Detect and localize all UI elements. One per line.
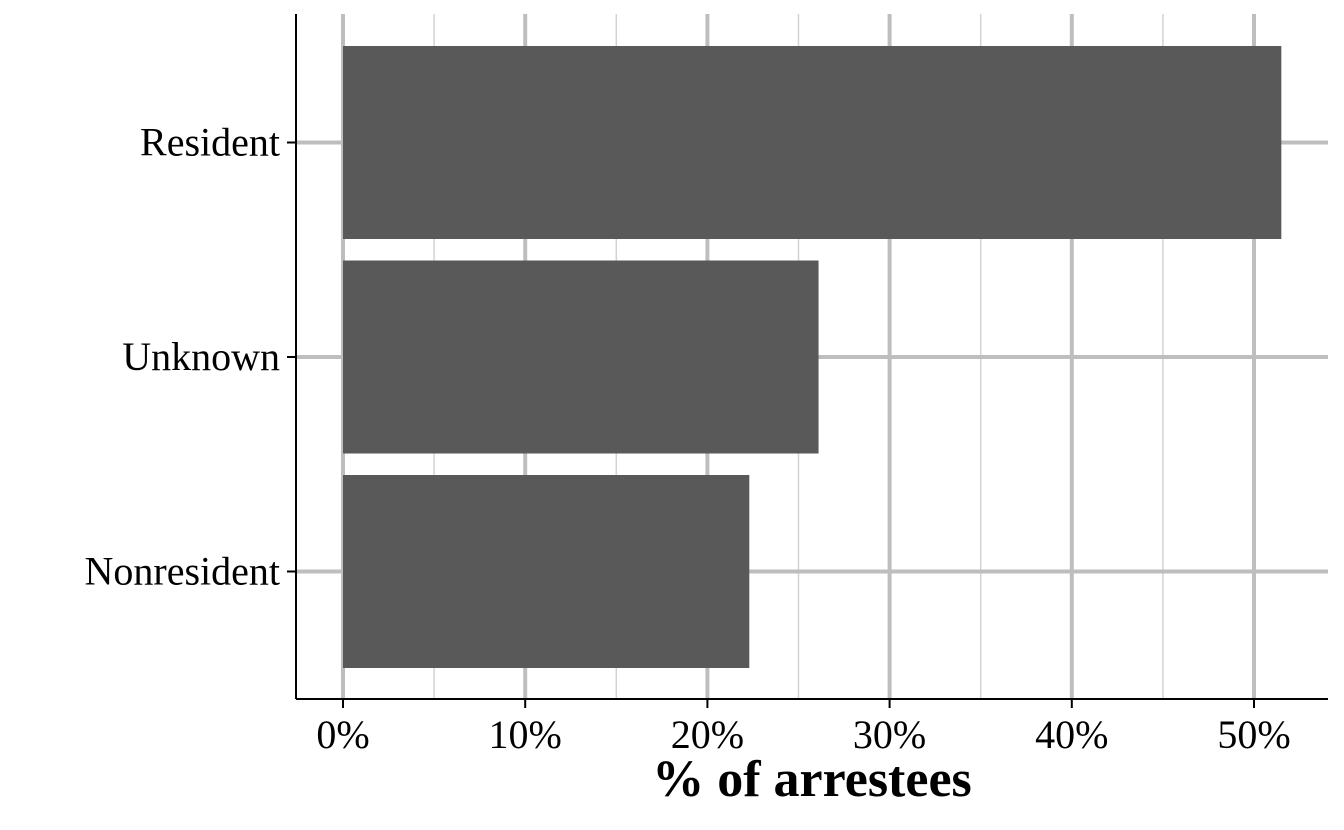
bars [343, 46, 1282, 668]
x-tick-label: 30% [853, 712, 926, 757]
x-tick-label: 40% [1035, 712, 1108, 757]
x-axis-title: % of arrestees [652, 751, 972, 808]
y-tick-label: Resident [140, 120, 280, 165]
x-tick-label: 10% [489, 712, 562, 757]
bar-resident [343, 46, 1282, 239]
tick-labels: Resident Unknown Nonresident 0% 10% 20% 30% 40%… [84, 120, 1290, 758]
x-tick-label: 20% [671, 712, 744, 757]
y-tick-label: Unknown [122, 334, 280, 379]
bar-unknown [343, 260, 819, 454]
x-tick-label: 50% [1217, 712, 1290, 757]
x-tick-label: 0% [316, 712, 369, 757]
bar-nonresident [343, 475, 750, 668]
y-tick-label: Nonresident [84, 549, 280, 594]
axes [287, 14, 1328, 708]
